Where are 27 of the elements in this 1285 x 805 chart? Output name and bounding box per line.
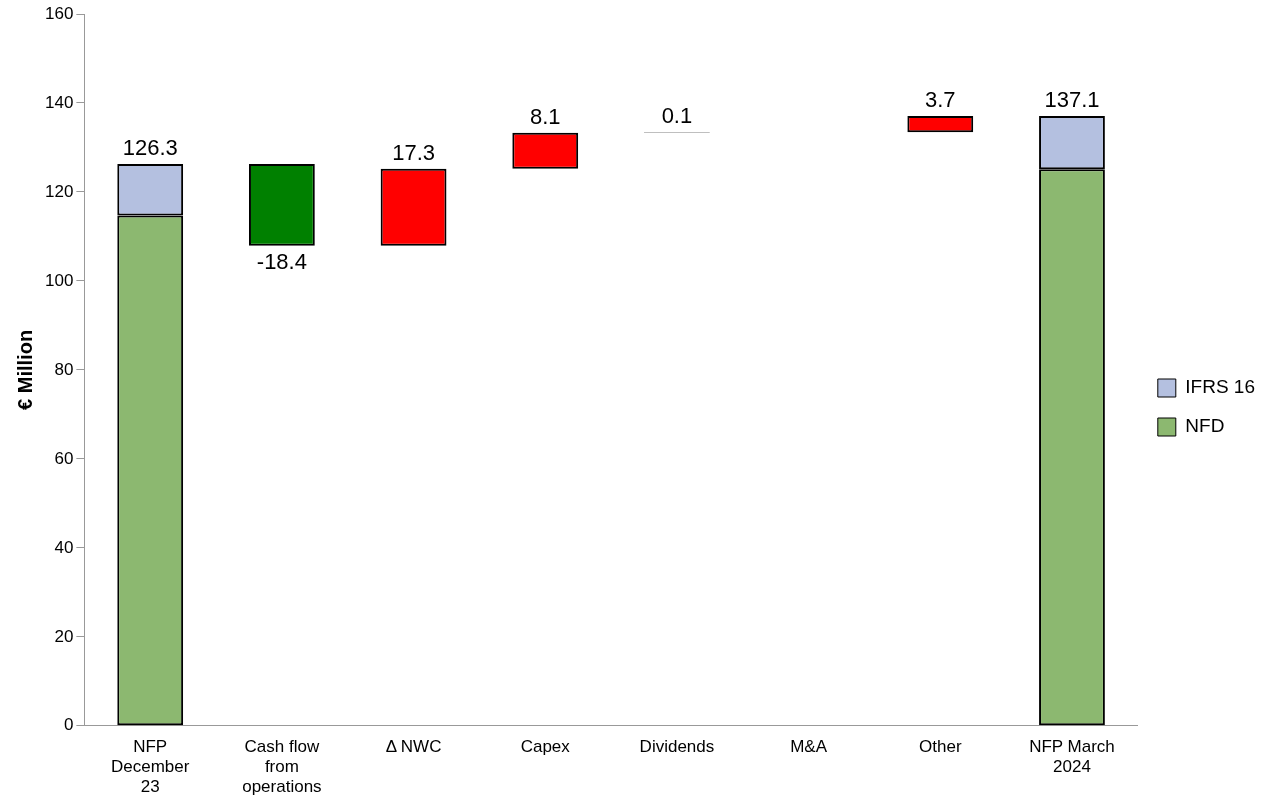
- x-tick-label: NFP March 2024: [1029, 736, 1115, 777]
- y-tick-label: 80: [54, 359, 74, 379]
- y-tick-label: 0: [63, 715, 74, 735]
- x-tick-label: Cash flow from operations: [242, 736, 322, 797]
- data-label: 8.1: [529, 103, 561, 129]
- data-label: 17.3: [392, 139, 435, 165]
- y-tick-label: 40: [54, 537, 74, 557]
- y-tick-label: 60: [54, 448, 74, 468]
- legend-label: NFD: [1185, 415, 1225, 437]
- x-tick-label: Δ NWC: [385, 736, 442, 756]
- y-tick-label: 120: [44, 181, 74, 201]
- data-label: 0.1: [661, 103, 693, 129]
- total-label: 137.1: [1044, 86, 1100, 112]
- y-tick-label: 20: [54, 626, 74, 646]
- y-tick-label: 160: [44, 3, 74, 23]
- x-tick-label: Dividends: [639, 736, 715, 756]
- data-label: -18.4: [256, 248, 307, 274]
- x-tick-label: Capex: [520, 736, 571, 756]
- y-tick-label: 100: [44, 270, 74, 290]
- y-axis-title: € Million: [13, 329, 36, 410]
- data-label: 3.7: [924, 86, 956, 112]
- total-label: 126.3: [122, 134, 178, 160]
- x-tick-label: M&A: [790, 736, 828, 756]
- x-tick-label: Other: [919, 736, 962, 756]
- y-tick-label: 140: [44, 92, 74, 112]
- x-tick-label: NFP December 23: [110, 736, 190, 797]
- legend-label: IFRS 16: [1185, 376, 1256, 398]
